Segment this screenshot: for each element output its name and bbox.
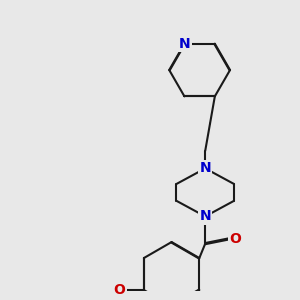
Text: O: O [229,232,241,246]
Text: N: N [178,37,190,51]
Text: O: O [113,283,125,297]
Text: N: N [200,161,211,176]
Text: N: N [200,209,211,224]
